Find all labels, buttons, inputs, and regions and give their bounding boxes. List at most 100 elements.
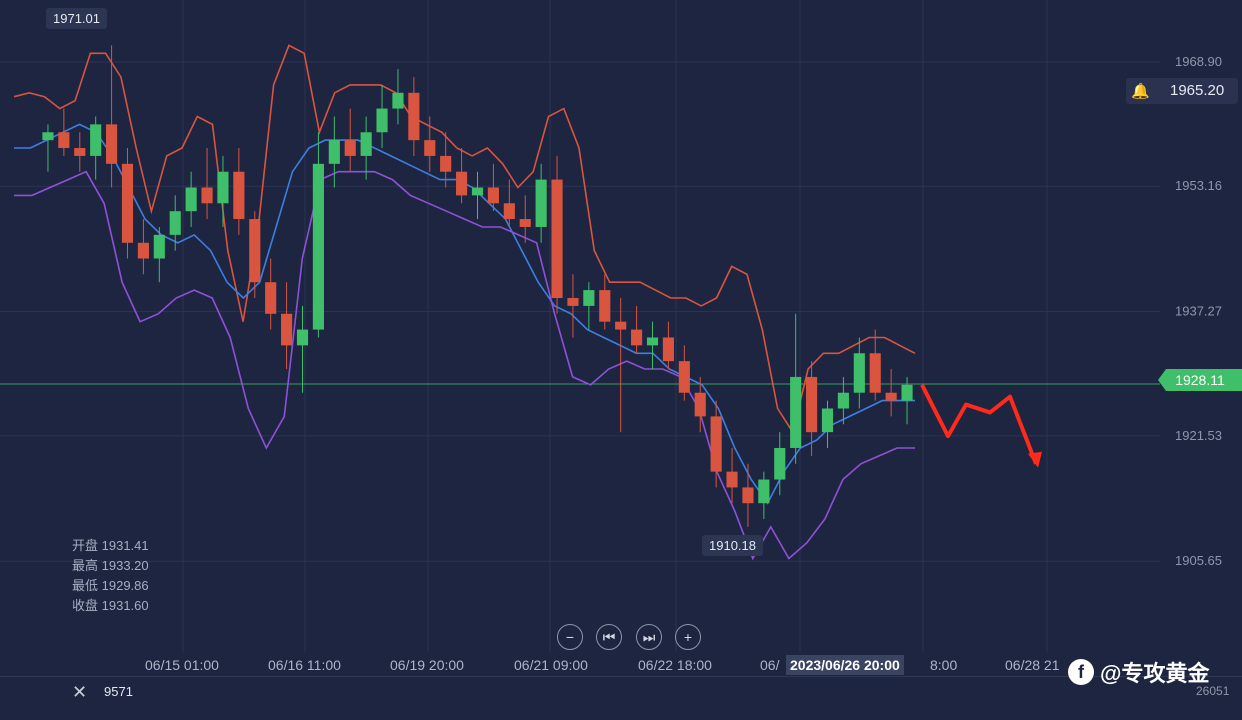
candle-body: [217, 171, 229, 204]
low-marker: 1910.18: [702, 535, 763, 556]
candle-body: [710, 416, 722, 472]
y-tick-label: 1921.53: [1175, 428, 1222, 443]
scroll-start-button[interactable]: ⏮: [596, 624, 622, 650]
candle-body: [853, 353, 865, 393]
candle-body: [312, 163, 324, 330]
bollinger-lower-line: [14, 170, 915, 561]
candle-body: [726, 471, 738, 488]
candle-body: [74, 148, 86, 156]
candle-body: [376, 108, 388, 133]
y-tick-label: 1905.65: [1175, 553, 1222, 568]
x-tick-label: 06/: [760, 657, 780, 673]
high-marker: 1971.01: [46, 8, 107, 29]
forecast-arrow-head: [1028, 451, 1042, 468]
candle-body: [185, 187, 197, 212]
high-label: 最高: [72, 558, 99, 573]
candle-body: [535, 179, 547, 227]
candle-body: [487, 187, 499, 204]
candle-body: [137, 242, 149, 259]
candle-body: [662, 337, 674, 362]
candle-body: [583, 290, 595, 306]
candle-body: [408, 92, 420, 141]
alert-price: 1965.20: [1170, 82, 1225, 99]
x-tick-label: 06/28 21: [1005, 657, 1060, 673]
open-row: 开盘 1931.41: [72, 536, 149, 556]
candle-body: [599, 290, 611, 322]
open-value: 1931.41: [101, 538, 149, 553]
candle-body: [806, 376, 818, 433]
candle-body: [344, 140, 356, 156]
candle-body: [471, 187, 484, 196]
close-icon[interactable]: ✕: [72, 682, 88, 702]
close-row: 收盘 1931.60: [72, 596, 149, 616]
y-tick-label: 1953.16: [1175, 178, 1222, 193]
high-value: 1933.20: [101, 558, 149, 573]
bollinger-upper-line: [13, 44, 916, 435]
zoom-out-button[interactable]: −: [557, 624, 583, 650]
candle-body: [440, 155, 452, 172]
volume-panel: [0, 676, 1242, 720]
candle-body: [774, 447, 786, 480]
x-tick-label: 06/19 20:00: [390, 657, 464, 673]
candle-body: [885, 392, 897, 401]
candle-body: [503, 203, 515, 220]
low-label: 最低: [72, 578, 99, 593]
candle-body: [169, 211, 181, 235]
candle-body: [742, 487, 754, 504]
x-tick-label: 06/15 01:00: [145, 657, 219, 673]
scroll-end-button[interactable]: ⏭: [636, 624, 662, 650]
zoom-in-button[interactable]: +: [675, 624, 701, 650]
candle-body: [567, 298, 579, 306]
candle-body: [265, 282, 277, 314]
candle-body: [678, 361, 690, 393]
candle-body: [519, 219, 531, 227]
candle-body: [790, 376, 802, 448]
facebook-icon: f: [1068, 659, 1094, 685]
candle-body: [551, 179, 563, 299]
x-tick-label: 06/16 11:00: [268, 657, 341, 673]
candle-body: [456, 171, 468, 196]
candle-body: [615, 321, 627, 330]
forecast-arrow-path: [920, 383, 1038, 465]
price-alert[interactable]: 🔔 1965.20: [1126, 78, 1238, 104]
crosshair-time-label: 2023/06/26 20:00: [786, 655, 904, 675]
volume-value: 9571: [104, 684, 133, 699]
high-row: 最高 1933.20: [72, 556, 149, 576]
x-tick-label: 8:00: [930, 657, 958, 673]
candle-body: [901, 384, 913, 401]
candle-body: [360, 132, 372, 156]
candle-body: [121, 163, 134, 243]
y-tick-label: 1968.90: [1175, 54, 1222, 69]
candle-body: [90, 124, 102, 156]
candle-body: [821, 408, 834, 433]
candle-body: [631, 329, 643, 346]
candle-body: [392, 92, 404, 109]
x-tick-label: 06/22 18:00: [638, 657, 712, 673]
candle-body: [58, 132, 70, 149]
close-value: 1931.60: [101, 598, 149, 613]
watermark: f @专攻黄金: [1068, 656, 1209, 688]
candle-body: [201, 187, 213, 204]
open-label: 开盘: [72, 538, 99, 553]
volume-axis-label: 26051: [1196, 684, 1230, 698]
candle-body: [869, 353, 881, 393]
watermark-text: @专攻黄金: [1100, 661, 1210, 686]
low-row: 最低 1929.86: [72, 576, 149, 596]
candle-body: [424, 140, 436, 156]
candle-body: [106, 124, 118, 164]
candle-body: [694, 392, 706, 417]
ohlc-panel: 开盘 1931.41 最高 1933.20 最低 1929.86 收盘 1931…: [72, 536, 149, 616]
low-value: 1929.86: [101, 578, 149, 593]
x-tick-label: 06/21 09:00: [514, 657, 588, 673]
close-label: 收盘: [72, 598, 99, 613]
y-tick-label: 1937.27: [1175, 304, 1222, 319]
candle-body: [758, 479, 770, 504]
candle-body: [296, 329, 309, 346]
candle-body: [153, 234, 165, 259]
candle-body: [281, 313, 293, 346]
candle-body: [233, 171, 245, 220]
candle-body: [646, 337, 659, 346]
candle-body: [328, 140, 340, 164]
bell-icon[interactable]: 🔔: [1131, 83, 1150, 100]
